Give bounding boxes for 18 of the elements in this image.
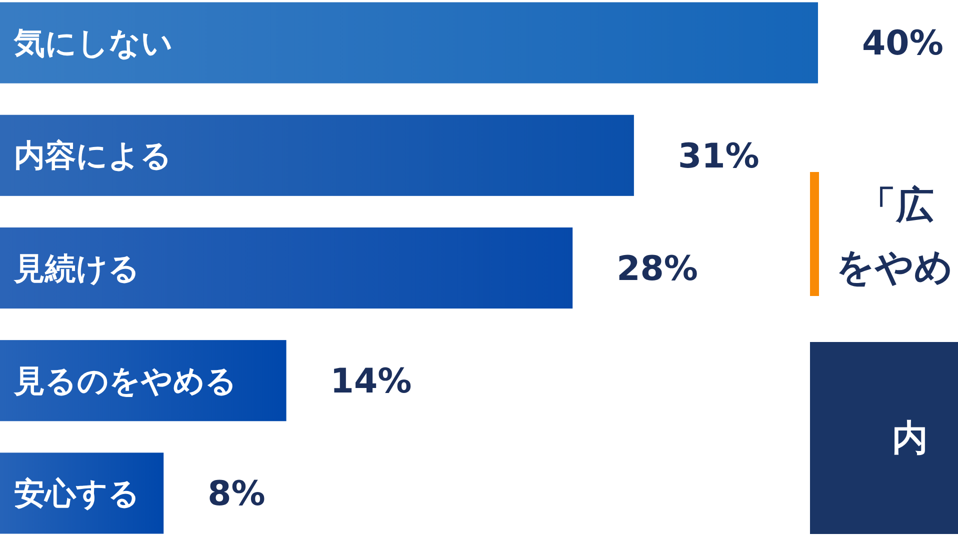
bar: [0, 114, 634, 196]
bar: [0, 2, 818, 84]
data-label: 28%: [616, 248, 698, 289]
text: 内: [892, 418, 928, 459]
y-tick-label: 見続ける: [13, 250, 140, 287]
text: 「広: [858, 183, 934, 227]
y-tick-label: 内容による: [14, 138, 172, 174]
data-label: 31%: [678, 136, 760, 176]
data-label: 40%: [862, 24, 944, 64]
y-tick-label: 安心する: [14, 476, 140, 512]
bar: [0, 227, 573, 309]
data-label: 14%: [330, 362, 412, 402]
bar: [0, 340, 286, 422]
y-tick-label: 気にしない: [13, 26, 173, 62]
y-tick-label: 見るのをやめる: [13, 363, 237, 400]
text: をやめ: [836, 245, 953, 289]
bar: [0, 452, 164, 534]
data-label: 8%: [208, 474, 266, 514]
